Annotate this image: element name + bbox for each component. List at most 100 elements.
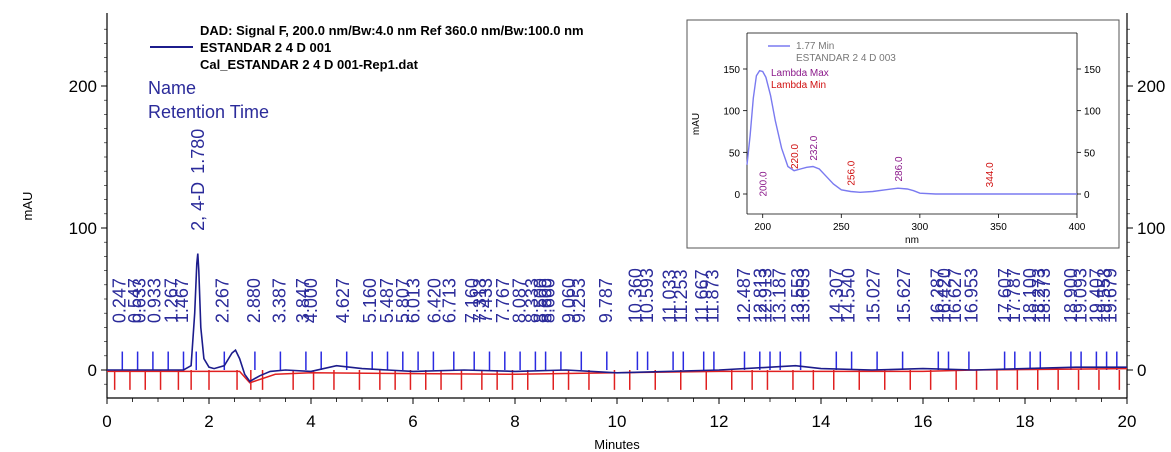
inset-x-axis-title: nm — [905, 235, 919, 246]
y-tick-label-right: 100 — [1137, 219, 1165, 238]
retention-time-label: 18.273 — [1029, 268, 1049, 323]
x-tick-label: 12 — [710, 412, 729, 431]
retention-time-label: 7.767 — [493, 278, 513, 323]
x-tick-label: 0 — [102, 412, 111, 431]
retention-time-label: 17.607 — [995, 268, 1015, 323]
y-tick-label-left: 0 — [88, 361, 97, 380]
retention-time-label: 8.500 — [531, 278, 551, 323]
inset-lambda-min-value: 220.0 — [790, 144, 801, 169]
peak-markers — [113, 351, 1121, 390]
retention-time-label: 8.600 — [536, 278, 556, 323]
inset-axes: 200 250 300 350 400 0 0 50 50 100 100 150 150 — [723, 65, 1101, 233]
retention-time-label: 1.467 — [172, 278, 192, 323]
retention-time-label: 11.873 — [703, 269, 723, 323]
retention-time-label: 18.900 — [1061, 268, 1081, 323]
legend-series-name: ESTANDAR 2 4 D 001 — [200, 40, 331, 55]
retention-time-label: 19.679 — [1101, 268, 1121, 323]
retention-time-label: 7.433 — [476, 278, 496, 323]
x-tick-label: 14 — [812, 412, 831, 431]
inset-y-tick-label-left: 100 — [723, 107, 740, 118]
named-peak-time: 1.780 — [188, 129, 208, 174]
inset-legend-sample: ESTANDAR 2 4 D 003 — [796, 53, 896, 64]
uv-spectrum-inset: 200 250 300 350 400 0 0 50 50 100 100 150 150 1.77 M… — [686, 19, 1120, 249]
inset-x-tick-label: 350 — [990, 222, 1007, 233]
retention-time-label: 3.387 — [270, 278, 290, 323]
inset-y-tick-label-left: 0 — [734, 190, 740, 201]
retention-time-label: 9.787 — [596, 278, 616, 323]
inset-lambda-min-value: 344.0 — [985, 162, 996, 187]
y-tick-label-left: 100 — [69, 219, 97, 238]
retention-time-label: 12.813 — [750, 268, 770, 323]
inset-lambda-min-label: Lambda Min — [771, 80, 826, 91]
inset-y-tick-label-left: 50 — [729, 148, 741, 159]
retention-time-label: 15.027 — [863, 268, 883, 323]
x-tick-label: 10 — [608, 412, 627, 431]
inset-legend-time: 1.77 Min — [796, 41, 834, 52]
retention-time-label: 6.713 — [439, 278, 459, 323]
y-tick-label-left: 200 — [69, 77, 97, 96]
inset-x-tick-label: 200 — [754, 222, 771, 233]
x-tick-label: 4 — [306, 412, 315, 431]
retention-time-label: 2.267 — [213, 278, 233, 323]
inset-lambda-min-value: 256.0 — [847, 160, 858, 185]
x-axis-title: Minutes — [594, 437, 640, 452]
inset-x-tick-label: 400 — [1069, 222, 1086, 233]
retention-time-label: 4.627 — [333, 278, 353, 323]
retention-time-label: 14.540 — [839, 268, 859, 323]
retention-time-label: 9.060 — [559, 278, 579, 323]
retention-time-label: 17.787 — [1004, 268, 1024, 323]
legend-title-line-3: Cal_ESTANDAR 2 4 D 001-Rep1.dat — [200, 57, 419, 72]
inset-lambda-labels: 200.0 232.0 286.0 220.0 256.0 344.0 — [759, 135, 996, 196]
inset-spectrum-line — [746, 69, 1077, 195]
retention-time-label: 18.100 — [1020, 268, 1040, 323]
inset-lambda-max-value: 286.0 — [894, 156, 905, 181]
retention-time-label: 11.033 — [660, 269, 680, 323]
y-axis-title: mAU — [20, 192, 35, 221]
retention-time-label: 10.593 — [637, 268, 657, 323]
retention-time-label: 19.407 — [1087, 268, 1107, 323]
retention-time-label: 12.487 — [734, 268, 754, 323]
retention-time-label: 16.627 — [945, 268, 965, 323]
y-tick-label-right: 200 — [1137, 77, 1165, 96]
inset-y-axis-title: mAU — [691, 113, 702, 135]
x-tick-label: 2 — [204, 412, 213, 431]
inset-frame — [686, 19, 1120, 249]
retention-time-label: 2.880 — [244, 278, 264, 323]
inset-y-tick-label-right: 100 — [1084, 107, 1101, 118]
retention-time-label: 0.633 — [129, 278, 149, 323]
retention-time-label: 3.847 — [293, 278, 313, 323]
retention-time-label: 7.313 — [470, 278, 490, 323]
x-tick-label: 16 — [914, 412, 933, 431]
chromatogram-trace — [107, 253, 1127, 383]
x-tick-label: 8 — [510, 412, 519, 431]
retention-time-label: 8.660 — [539, 278, 559, 323]
named-peak-name: 2, 4-D — [188, 182, 208, 231]
retention-time-label: 7.160 — [462, 278, 482, 323]
annotation-retention-label: Retention Time — [148, 102, 269, 122]
legend-title-line-1: DAD: Signal F, 200.0 nm/Bw:4.0 nm Ref 36… — [200, 23, 584, 38]
retention-time-label: 13.553 — [788, 268, 808, 323]
retention-time-label: 5.807 — [393, 278, 413, 323]
retention-time-label: 1.267 — [162, 278, 182, 323]
retention-time-label: 10.360 — [625, 268, 645, 323]
retention-time-label: 6.420 — [424, 278, 444, 323]
retention-time-label: 8.333 — [522, 278, 542, 323]
retention-time-label: 9.253 — [569, 278, 589, 323]
retention-time-label: 14.307 — [827, 268, 847, 323]
retention-time-label: 13.653 — [793, 268, 813, 323]
retention-time-label: 18.373 — [1034, 268, 1054, 323]
retention-time-label: 0.547 — [125, 278, 145, 323]
main-legend: DAD: Signal F, 200.0 nm/Bw:4.0 nm Ref 36… — [150, 23, 584, 72]
x-tick-label: 6 — [408, 412, 417, 431]
named-peak-label: 2, 4-D 1.780 — [188, 129, 208, 231]
inset-lambda-max-label: Lambda Max — [771, 68, 829, 79]
inset-y-tick-label-left: 150 — [723, 65, 740, 76]
inset-y-tick-label-right: 150 — [1084, 65, 1101, 76]
retention-time-label: 5.487 — [377, 278, 397, 323]
retention-time-label: 15.627 — [894, 268, 914, 323]
retention-time-label: 0.247 — [110, 278, 130, 323]
retention-time-label: 19.093 — [1071, 268, 1091, 323]
